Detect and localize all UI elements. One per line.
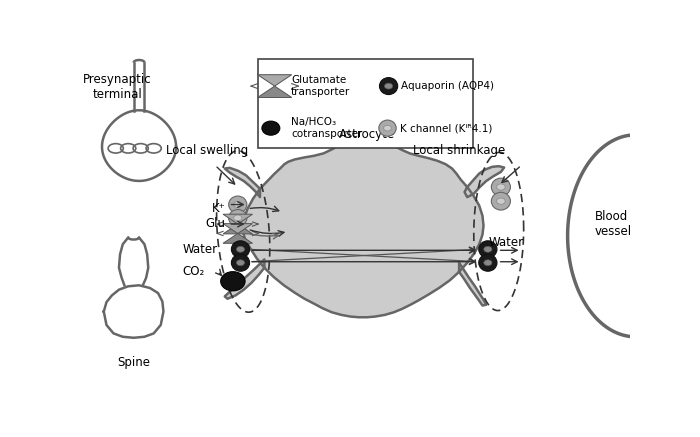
Ellipse shape <box>384 83 393 89</box>
Ellipse shape <box>220 272 245 291</box>
FancyBboxPatch shape <box>335 128 398 142</box>
Polygon shape <box>459 263 486 305</box>
Ellipse shape <box>484 260 492 266</box>
Ellipse shape <box>384 125 391 131</box>
Text: Na/HCO₃
cotransporter: Na/HCO₃ cotransporter <box>291 118 363 139</box>
Polygon shape <box>225 260 265 299</box>
Text: Glu: Glu <box>206 217 226 229</box>
Text: Blood
vessel: Blood vessel <box>595 210 632 238</box>
Text: Aquaporin (AQP4): Aquaporin (AQP4) <box>401 81 494 91</box>
Text: CO₂: CO₂ <box>183 265 204 277</box>
Ellipse shape <box>229 209 247 226</box>
Ellipse shape <box>234 215 242 221</box>
Ellipse shape <box>379 120 396 136</box>
Polygon shape <box>104 285 163 338</box>
Ellipse shape <box>484 246 492 252</box>
Ellipse shape <box>237 246 244 252</box>
Ellipse shape <box>479 241 497 258</box>
Polygon shape <box>225 168 260 197</box>
Text: Presynaptic
terminal: Presynaptic terminal <box>83 73 152 101</box>
Polygon shape <box>223 224 253 233</box>
Polygon shape <box>223 233 253 243</box>
Text: Glutamate
transporter: Glutamate transporter <box>291 75 350 97</box>
Text: Astrocyte: Astrocyte <box>339 128 395 142</box>
Ellipse shape <box>234 201 242 208</box>
Ellipse shape <box>262 121 280 135</box>
FancyBboxPatch shape <box>258 59 473 148</box>
Polygon shape <box>258 75 292 86</box>
Text: Water: Water <box>183 243 218 256</box>
Polygon shape <box>102 110 176 181</box>
Polygon shape <box>258 86 292 97</box>
Ellipse shape <box>491 178 510 196</box>
Text: Local shrinkage: Local shrinkage <box>413 144 505 157</box>
Ellipse shape <box>232 241 250 258</box>
Text: Local swelling: Local swelling <box>166 144 248 157</box>
Polygon shape <box>465 166 504 197</box>
Text: K⁺: K⁺ <box>212 202 226 215</box>
Ellipse shape <box>229 196 247 213</box>
Ellipse shape <box>496 198 505 204</box>
Polygon shape <box>223 214 253 224</box>
Text: K channel (Kᴵᴿ4.1): K channel (Kᴵᴿ4.1) <box>400 123 492 133</box>
Ellipse shape <box>491 192 510 210</box>
Text: Water: Water <box>489 236 524 249</box>
Ellipse shape <box>479 254 497 271</box>
Ellipse shape <box>232 254 250 271</box>
Ellipse shape <box>379 78 398 94</box>
Polygon shape <box>242 138 484 317</box>
Polygon shape <box>223 224 253 234</box>
Ellipse shape <box>496 184 505 190</box>
Ellipse shape <box>237 260 244 266</box>
Text: Spine: Spine <box>117 356 150 369</box>
